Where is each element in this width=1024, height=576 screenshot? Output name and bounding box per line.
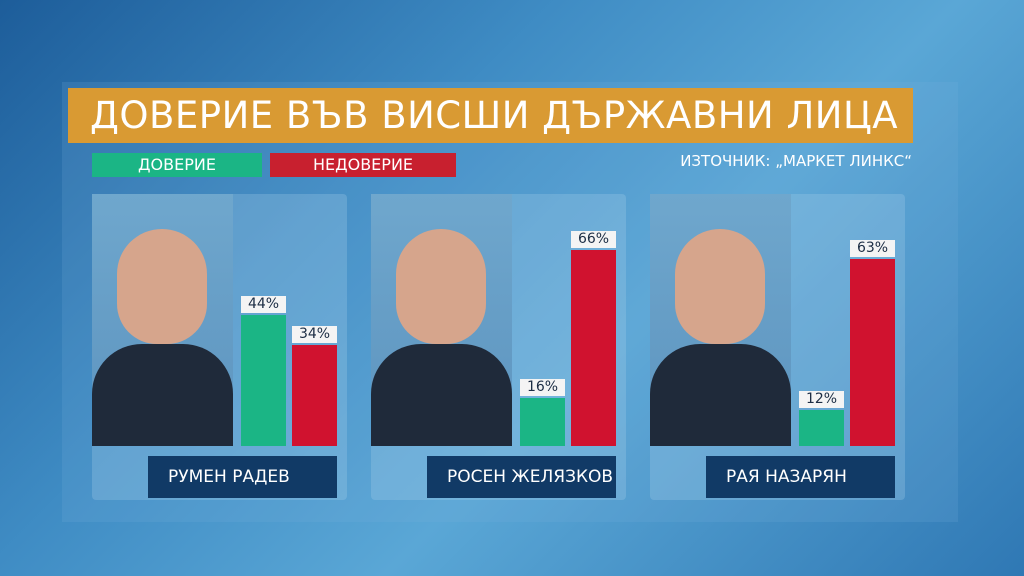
- photo-suit: [371, 344, 512, 446]
- distrust-value-label: 34%: [292, 326, 337, 344]
- candidate-name: РУМЕН РАДЕВ: [148, 456, 337, 498]
- distrust-value-label: 63%: [850, 239, 895, 257]
- trust-bar: [241, 315, 286, 446]
- distrust-bar: [850, 258, 895, 446]
- photo-head: [396, 229, 486, 344]
- photo-head: [117, 229, 207, 344]
- candidate-photo: [371, 194, 512, 446]
- candidate-photo: [650, 194, 791, 446]
- trust-bar: [520, 398, 565, 446]
- trust-value-label: 16%: [520, 379, 565, 397]
- legend-trust: ДОВЕРИЕ: [92, 153, 262, 177]
- distrust-value-label: 66%: [571, 230, 616, 248]
- candidate-photo: [92, 194, 233, 446]
- photo-suit: [92, 344, 233, 446]
- chart-title: ДОВЕРИЕ ВЪВ ВИСШИ ДЪРЖАВНИ ЛИЦА: [68, 88, 913, 143]
- legend-distrust: НЕДОВЕРИЕ: [270, 153, 456, 177]
- photo-suit: [650, 344, 791, 446]
- source-label: ИЗТОЧНИК: „МАРКЕТ ЛИНКС“: [680, 152, 912, 170]
- distrust-bar: [292, 345, 337, 446]
- candidate-name: РОСЕН ЖЕЛЯЗКОВ: [427, 456, 616, 498]
- photo-head: [675, 229, 765, 344]
- distrust-bar: [571, 249, 616, 446]
- trust-bar: [799, 410, 844, 446]
- candidate-name: РАЯ НАЗАРЯН: [706, 456, 895, 498]
- trust-value-label: 12%: [799, 391, 844, 409]
- trust-value-label: 44%: [241, 296, 286, 314]
